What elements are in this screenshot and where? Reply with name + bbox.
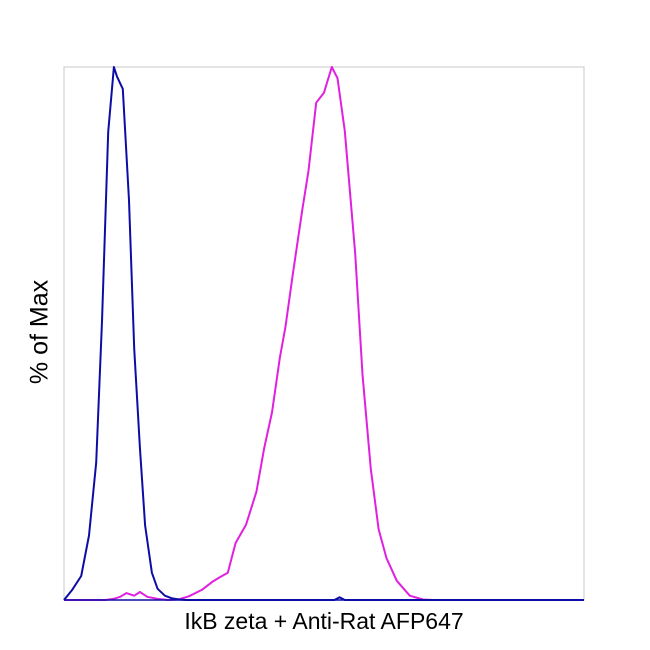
plot-frame bbox=[63, 66, 585, 601]
x-axis-label: IkB zeta + Anti-Rat AFP647 bbox=[184, 608, 464, 634]
series-layer bbox=[63, 66, 584, 601]
y-axis-label: % of Max bbox=[25, 279, 54, 385]
series-line-2 bbox=[64, 66, 584, 601]
series-line-1 bbox=[63, 66, 584, 601]
